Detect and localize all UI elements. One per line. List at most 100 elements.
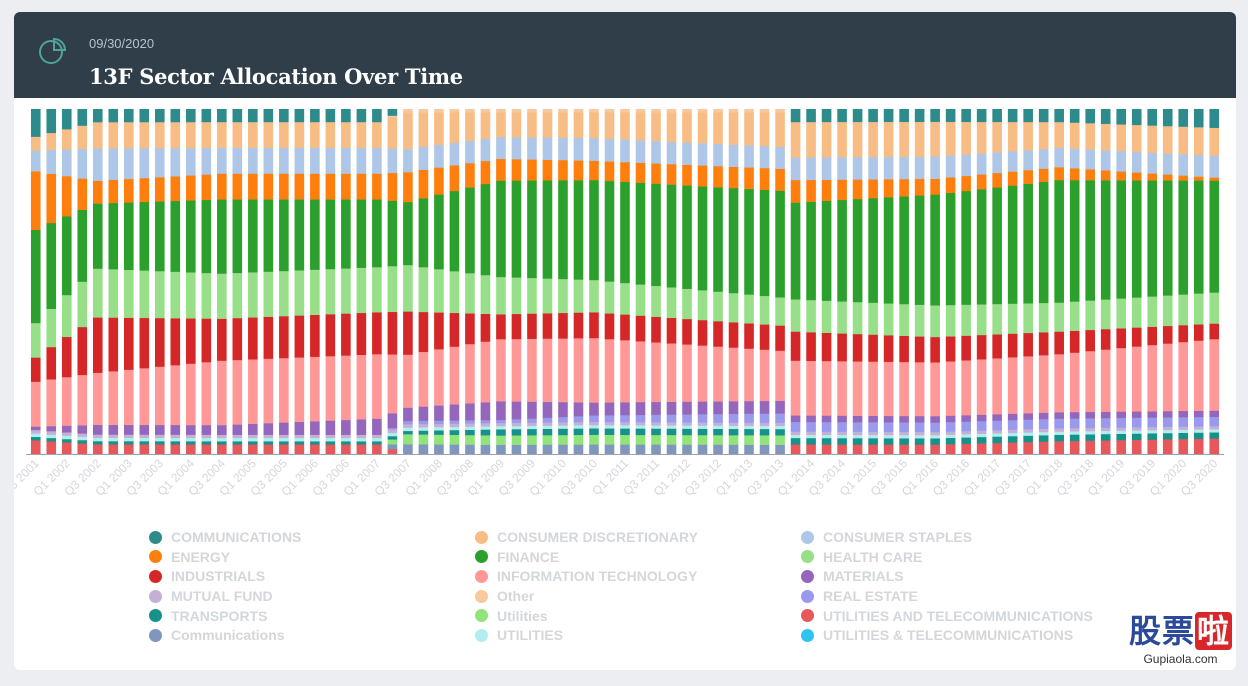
bar-segment-energy — [155, 177, 165, 202]
legend-item[interactable]: INDUSTRIALS — [149, 568, 475, 585]
bar-segment-consumer-staples — [1038, 148, 1049, 169]
bar-segment-finance — [837, 199, 847, 302]
legend-item[interactable]: CONSUMER DISCRETIONARY — [475, 529, 801, 546]
bar-segment-energy — [139, 177, 150, 203]
bar-segment-consumer-staples — [123, 147, 134, 180]
bar-segment-consumer-staples — [976, 153, 987, 175]
legend-item[interactable]: MUTUAL FUND — [149, 588, 475, 605]
bar-segment-communications — [1069, 109, 1080, 123]
bar-segment-transports — [899, 438, 909, 445]
bar-segment-consumer-discretionary — [992, 121, 1002, 153]
bar-segment-utilities — [1178, 429, 1189, 434]
bar-segment-mutual-fund — [403, 424, 413, 428]
bar-segment-transports — [46, 437, 57, 442]
legend-item[interactable]: CONSUMER STAPLES — [801, 529, 1127, 546]
bar-segment-mutual-fund — [465, 423, 475, 427]
legend-item[interactable]: COMMUNICATIONS — [149, 529, 475, 546]
bar-segment-transports — [1007, 435, 1018, 443]
bar-segment-energy — [1007, 171, 1018, 186]
bar-segment-communications — [434, 444, 444, 455]
legend-item[interactable]: Utilities — [475, 607, 801, 624]
bar-segment-other — [635, 109, 646, 113]
bar-segment-utilities — [589, 424, 599, 429]
legend-item[interactable]: UTILITIES & TELECOMMUNICATIONS — [801, 627, 1127, 644]
bar-segment-industrials — [883, 335, 894, 362]
legend-item[interactable]: Other — [475, 588, 801, 605]
bar-segment-energy — [123, 178, 134, 203]
bar-segment-energy — [976, 174, 987, 190]
bar-segment-industrials — [186, 318, 196, 364]
legend-item[interactable]: REAL ESTATE — [801, 588, 1127, 605]
bar-segment-utilities-and-telecommunications — [61, 442, 72, 455]
bar-segment-information-technology — [403, 354, 413, 408]
bar-segment-mutual-fund — [635, 421, 646, 426]
bar-segment-materials — [496, 401, 506, 421]
bar-segment-consumer-staples — [573, 137, 584, 161]
bar-segment-health-care — [92, 268, 103, 318]
legend-swatch — [801, 530, 814, 544]
bar-segment-consumer-staples — [155, 147, 165, 178]
bar-segment-energy — [604, 161, 615, 182]
legend-item[interactable]: TRANSPORTS — [149, 607, 475, 624]
bar-segment-communications — [759, 444, 770, 455]
bar-segment-finance — [434, 194, 444, 270]
bar-segment-materials — [573, 402, 584, 417]
bar-segment-real-estate — [1178, 417, 1189, 427]
bar-segment-industrials — [604, 313, 615, 340]
legend-item[interactable]: INFORMATION TECHNOLOGY — [475, 568, 801, 585]
bar-segment-consumer-staples — [527, 137, 537, 160]
bar-segment-consumer-discretionary — [604, 112, 615, 140]
bar-segment-consumer-staples — [139, 147, 150, 179]
bar-segment-communications — [744, 444, 754, 455]
bar-segment-communications — [806, 109, 816, 123]
bar-segment-consumer-discretionary — [496, 112, 506, 138]
bar-segment-transports — [1100, 433, 1111, 441]
bar-segment-materials — [666, 401, 677, 415]
bar-segment-health-care — [899, 303, 909, 336]
legend-label: Utilities — [497, 607, 548, 624]
legend-item[interactable]: ENERGY — [149, 549, 475, 566]
bar-segment-information-technology — [775, 350, 785, 401]
bar-segment-communications — [837, 109, 847, 123]
bar-segment-communications — [1147, 109, 1158, 126]
bar-segment-industrials — [155, 317, 165, 367]
bar-segment-consumer-discretionary — [186, 121, 196, 149]
bar-segment-communications — [961, 109, 971, 123]
bar-segment-consumer-discretionary — [666, 112, 677, 142]
bar-segment-communications — [868, 109, 878, 123]
bar-segment-industrials — [821, 332, 832, 362]
bar-segment-finance — [651, 183, 661, 287]
bar-segment-utilities — [697, 434, 708, 445]
bar-segment-communications — [1007, 109, 1018, 123]
bar-segment-information-technology — [186, 363, 196, 426]
bar-segment-transports — [1038, 435, 1049, 442]
bar-segment-finance — [775, 190, 785, 298]
bar-segment-transports — [759, 428, 770, 436]
bar-segment-consumer-staples — [186, 147, 196, 176]
bar-segment-consumer-discretionary — [139, 121, 150, 149]
bar-segment-other — [666, 109, 677, 113]
legend-label: UTILITIES AND TELECOMMUNICATIONS — [823, 607, 1093, 624]
legend-item[interactable]: MATERIALS — [801, 568, 1127, 585]
bar-segment-consumer-staples — [666, 141, 677, 165]
legend-item[interactable]: UTILITIES — [475, 627, 801, 644]
bar-segment-consumer-staples — [542, 137, 553, 160]
bar-segment-energy — [635, 162, 646, 183]
bar-segment-energy — [294, 173, 305, 200]
legend-item[interactable]: Communications — [149, 627, 475, 644]
legend-item[interactable]: UTILITIES AND TELECOMMUNICATIONS — [801, 607, 1127, 624]
bar-segment-information-technology — [1085, 350, 1095, 413]
bar-segment-finance — [527, 180, 537, 279]
bar-segment-consumer-discretionary — [759, 112, 770, 147]
legend-item[interactable]: HEALTH CARE — [801, 549, 1127, 566]
legend-item[interactable]: FINANCE — [475, 549, 801, 566]
bar-segment-mutual-fund — [248, 434, 258, 439]
bar-segment-industrials — [372, 312, 382, 355]
bar-segment-industrials — [899, 335, 909, 363]
bar-segment-communications — [310, 109, 320, 123]
bar-segment-information-technology — [1131, 346, 1142, 412]
bar-segment-utilities — [961, 434, 971, 438]
bar-segment-materials — [992, 414, 1002, 421]
bar-segment-utilities-and-telecommunications — [201, 444, 212, 455]
bar-segment-transports — [573, 428, 584, 436]
